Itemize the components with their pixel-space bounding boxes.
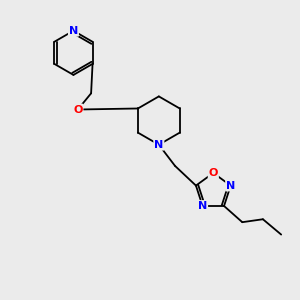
Text: N: N [226,181,235,190]
Text: O: O [73,104,83,115]
Text: N: N [154,140,164,150]
Text: N: N [198,201,207,211]
Text: N: N [69,26,78,36]
Text: O: O [208,168,218,178]
